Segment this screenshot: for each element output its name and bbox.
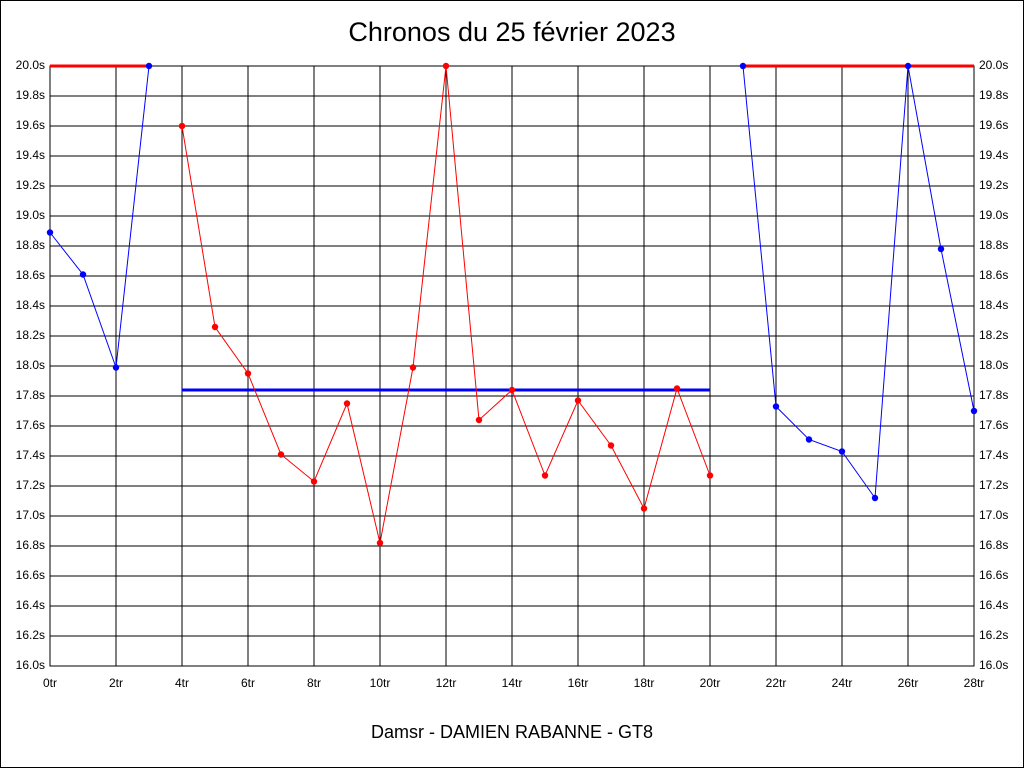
y-tick-label: 19.6s <box>16 118 45 132</box>
point <box>46 229 54 236</box>
point <box>640 505 648 512</box>
point <box>508 386 516 394</box>
point <box>772 403 780 410</box>
y2-tick-label: 16.8s <box>979 538 1008 552</box>
point <box>376 539 384 547</box>
y-tick-label: 16.4s <box>16 598 45 612</box>
y2-tick-label: 17.2s <box>979 478 1008 492</box>
point <box>541 472 549 479</box>
y2-tick-label: 17.0s <box>979 508 1008 522</box>
x-tick-label: 18tr <box>634 676 655 690</box>
y2-tick-label: 18.0s <box>979 358 1008 372</box>
point <box>442 62 450 70</box>
point <box>574 397 582 404</box>
point <box>805 436 813 443</box>
point <box>277 451 285 458</box>
point <box>838 448 846 455</box>
point <box>739 62 747 70</box>
x-axis-label: Damsr - DAMIEN RABANNE - GT8 <box>371 722 653 742</box>
y-tick-label: 19.4s <box>16 148 45 162</box>
x-tick-label: 22tr <box>766 676 787 690</box>
point <box>310 478 318 485</box>
point <box>244 370 252 377</box>
y-tick-label: 17.4s <box>16 448 45 462</box>
y-tick-label: 16.6s <box>16 568 45 582</box>
point <box>112 364 120 371</box>
y2-tick-label: 18.4s <box>979 298 1008 312</box>
y2-tick-label: 18.8s <box>979 238 1008 252</box>
y2-tick-label: 18.2s <box>979 328 1008 342</box>
plot-border <box>49 65 975 667</box>
point <box>145 62 153 70</box>
y-tick-label: 16.2s <box>16 628 45 642</box>
y-tick-label: 19.8s <box>16 88 45 102</box>
x-tick-label: 28tr <box>964 676 985 690</box>
point <box>178 122 186 130</box>
y-tick-label: 16.0s <box>16 658 45 672</box>
point <box>607 442 615 449</box>
y-tick-label: 18.2s <box>16 328 45 342</box>
x-tick-label: 16tr <box>568 676 589 690</box>
y-tick-label: 17.8s <box>16 388 45 402</box>
x-tick-label: 12tr <box>436 676 457 690</box>
y2-tick-label: 16.2s <box>979 628 1008 642</box>
y2-tick-label: 19.8s <box>979 88 1008 102</box>
y2-tick-label: 19.4s <box>979 148 1008 162</box>
x-tick-label: 10tr <box>370 676 391 690</box>
y-tick-label: 19.0s <box>16 208 45 222</box>
y2-tick-label: 17.8s <box>979 388 1008 402</box>
x-tick-label: 6tr <box>241 676 255 690</box>
y-tick-label: 18.4s <box>16 298 45 312</box>
point <box>937 245 945 253</box>
point <box>871 494 879 502</box>
point <box>211 323 219 331</box>
y-tick-label: 16.8s <box>16 538 45 552</box>
x-tick-label: 20tr <box>700 676 721 690</box>
y-tick-label: 18.6s <box>16 268 45 282</box>
point <box>343 400 351 407</box>
y2-tick-label: 17.4s <box>979 448 1008 462</box>
point <box>79 271 87 278</box>
point <box>706 472 714 479</box>
point <box>970 407 978 415</box>
y2-tick-label: 16.4s <box>979 598 1008 612</box>
series-line <box>49 65 150 368</box>
y2-tick-label: 20.0s <box>979 58 1008 72</box>
y-tick-label: 17.2s <box>16 478 45 492</box>
y2-tick-label: 17.6s <box>979 418 1008 432</box>
x-tick-label: 8tr <box>307 676 321 690</box>
y2-tick-label: 16.0s <box>979 658 1008 672</box>
x-tick-label: 24tr <box>832 676 853 690</box>
x-tick-label: 14tr <box>502 676 523 690</box>
x-tick-label: 4tr <box>175 676 189 690</box>
point <box>409 364 417 371</box>
y-tick-label: 17.6s <box>16 418 45 432</box>
y2-tick-label: 16.6s <box>979 568 1008 582</box>
y2-tick-label: 19.0s <box>979 208 1008 222</box>
point <box>904 62 912 70</box>
point <box>673 385 681 392</box>
y-tick-label: 18.8s <box>16 238 45 252</box>
chart-title: Chronos du 25 février 2023 <box>348 17 675 47</box>
y2-tick-label: 18.6s <box>979 268 1008 282</box>
y-tick-label: 17.0s <box>16 508 45 522</box>
x-tick-label: 0tr <box>43 676 57 690</box>
point <box>475 416 483 424</box>
y2-tick-label: 19.6s <box>979 118 1008 132</box>
y-tick-label: 19.2s <box>16 178 45 192</box>
y2-tick-label: 19.2s <box>979 178 1008 192</box>
y-tick-label: 20.0s <box>16 58 45 72</box>
y-tick-label: 18.0s <box>16 358 45 372</box>
x-tick-label: 26tr <box>898 676 919 690</box>
x-tick-label: 2tr <box>109 676 123 690</box>
series-line <box>742 65 975 500</box>
